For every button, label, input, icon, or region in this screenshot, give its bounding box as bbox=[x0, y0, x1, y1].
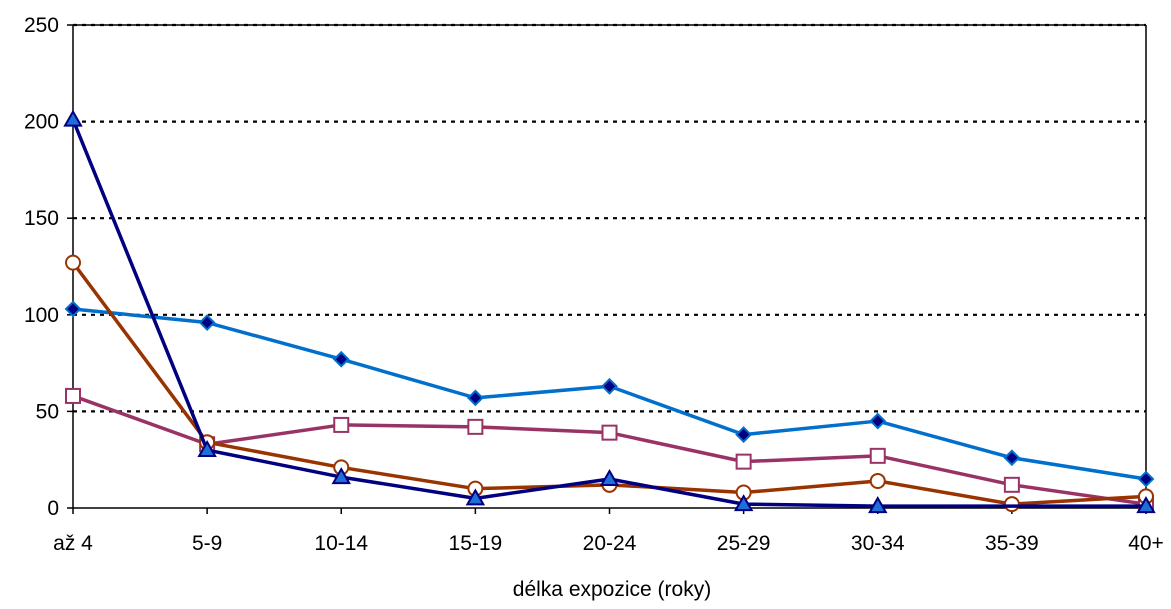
series-group bbox=[63, 109, 1156, 514]
data-point bbox=[601, 377, 618, 395]
data-point bbox=[63, 109, 83, 127]
x-tick-label: 10-14 bbox=[314, 532, 368, 555]
x-axis-ticks: až 4 5-9 10-14 15-19 20-24 25-29 30-34 35-39 40+ bbox=[53, 508, 1164, 555]
y-tick-label: 0 bbox=[47, 497, 59, 520]
data-point bbox=[65, 254, 81, 271]
data-point bbox=[1137, 470, 1155, 488]
y-tick-label: 100 bbox=[24, 304, 59, 327]
data-point bbox=[197, 440, 217, 458]
x-tick-label: 40+ bbox=[1128, 532, 1164, 555]
data-point bbox=[65, 387, 81, 404]
data-point bbox=[1003, 449, 1021, 467]
series-4 bbox=[63, 109, 1156, 514]
x-tick-label: 25-29 bbox=[717, 532, 771, 555]
data-point bbox=[332, 350, 350, 368]
x-axis-label: délka expozice (roky) bbox=[512, 578, 712, 601]
x-tick-label: 15-19 bbox=[449, 532, 503, 555]
x-tick-label: 5-9 bbox=[192, 532, 222, 555]
data-point bbox=[466, 389, 484, 407]
data-point bbox=[1136, 496, 1156, 514]
data-point bbox=[599, 469, 620, 487]
data-point bbox=[467, 418, 484, 435]
data-point bbox=[1003, 496, 1020, 513]
data-point bbox=[198, 314, 216, 331]
data-point bbox=[1003, 476, 1020, 493]
series-1 bbox=[64, 300, 1155, 488]
x-tick-label: 20-24 bbox=[583, 532, 637, 555]
data-point bbox=[333, 416, 350, 433]
data-point bbox=[64, 300, 82, 318]
x-tick-label: až 4 bbox=[53, 532, 93, 555]
series-line bbox=[71, 119, 1146, 508]
data-point bbox=[733, 494, 754, 512]
data-point bbox=[601, 424, 618, 441]
y-axis-ticks: 0 50 100 150 200 250 bbox=[24, 14, 73, 520]
x-tick-label: 30-34 bbox=[851, 532, 905, 555]
data-point bbox=[869, 412, 887, 430]
x-tick-label: 35-39 bbox=[985, 532, 1039, 555]
data-point bbox=[869, 447, 886, 464]
data-point bbox=[331, 467, 351, 485]
y-tick-label: 50 bbox=[36, 400, 59, 423]
y-tick-label: 250 bbox=[24, 14, 59, 37]
data-point bbox=[868, 496, 888, 514]
y-tick-label: 150 bbox=[24, 207, 59, 230]
data-point bbox=[735, 453, 752, 470]
gridlines bbox=[73, 23, 1146, 413]
data-point bbox=[869, 472, 886, 489]
y-tick-label: 200 bbox=[24, 111, 59, 134]
data-point bbox=[465, 488, 486, 506]
data-point bbox=[735, 426, 753, 443]
